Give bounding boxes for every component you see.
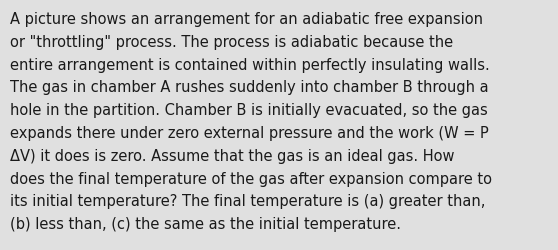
Text: ΔV) it does is zero. Assume that the gas is an ideal gas. How: ΔV) it does is zero. Assume that the gas… bbox=[10, 148, 455, 163]
Text: entire arrangement is contained within perfectly insulating walls.: entire arrangement is contained within p… bbox=[10, 57, 490, 72]
Text: hole in the partition. Chamber B is initially evacuated, so the gas: hole in the partition. Chamber B is init… bbox=[10, 103, 488, 118]
Text: The gas in chamber A rushes suddenly into chamber B through a: The gas in chamber A rushes suddenly int… bbox=[10, 80, 489, 95]
Text: expands there under zero external pressure and the work (W = P: expands there under zero external pressu… bbox=[10, 126, 489, 140]
Text: (b) less than, (c) the same as the initial temperature.: (b) less than, (c) the same as the initi… bbox=[10, 216, 401, 231]
Text: its initial temperature? The final temperature is (a) greater than,: its initial temperature? The final tempe… bbox=[10, 194, 485, 208]
Text: does the final temperature of the gas after expansion compare to: does the final temperature of the gas af… bbox=[10, 171, 492, 186]
Text: or "throttling" process. The process is adiabatic because the: or "throttling" process. The process is … bbox=[10, 35, 453, 50]
Text: A picture shows an arrangement for an adiabatic free expansion: A picture shows an arrangement for an ad… bbox=[10, 12, 483, 27]
